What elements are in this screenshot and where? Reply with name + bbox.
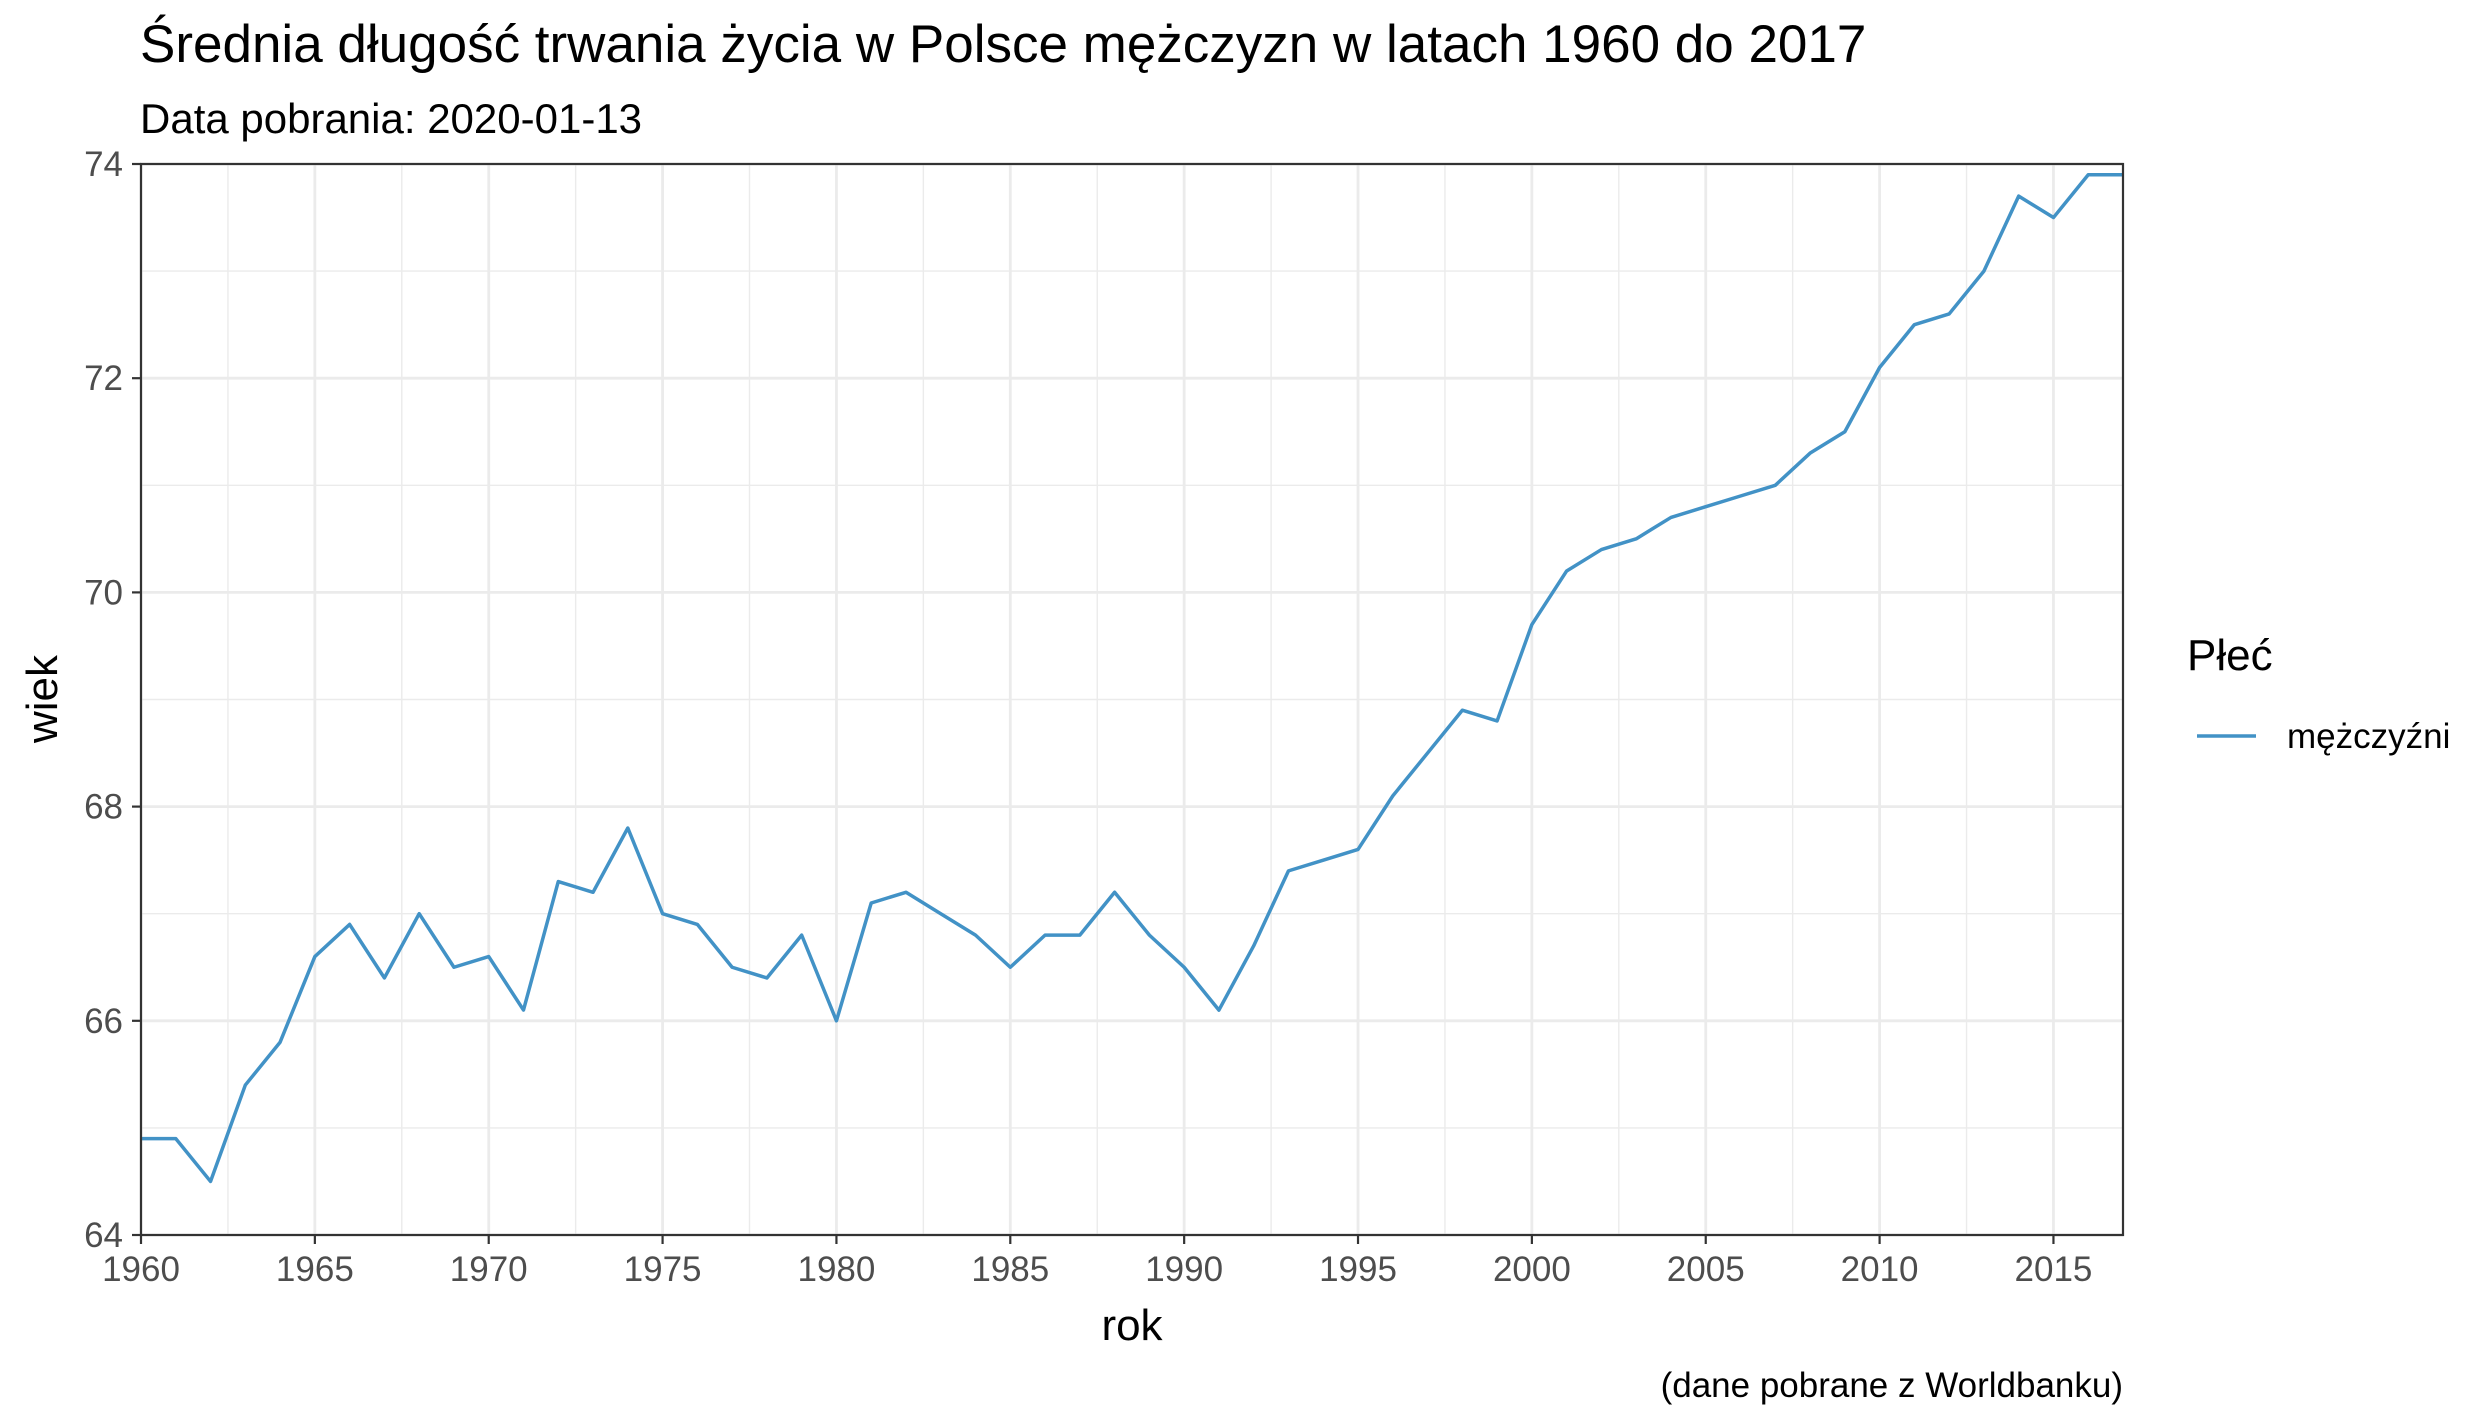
- x-tick-label: 2015: [2015, 1250, 2093, 1289]
- y-tick-label: 70: [84, 573, 123, 612]
- minor-gridlines: [141, 164, 2123, 1235]
- x-tick-label: 1995: [1319, 1250, 1397, 1289]
- y-axis-title: wiek: [18, 654, 67, 744]
- x-axis-ticks: 1960 1965 1970 1975 1980 1985 1990 1995 2000 2005…: [102, 1235, 2092, 1289]
- x-tick-label: 2005: [1667, 1250, 1745, 1289]
- x-axis-title: rok: [1101, 1301, 1163, 1350]
- series-lines: [141, 172, 2123, 1184]
- plot-panel-border: [139, 162, 2125, 1237]
- x-tick-label: 1960: [102, 1250, 180, 1289]
- y-tick-label: 72: [84, 359, 123, 398]
- y-tick-label: 74: [84, 145, 123, 184]
- x-tick-label: 2000: [1493, 1250, 1571, 1289]
- x-tick-label: 1980: [798, 1250, 876, 1289]
- x-tick-label: 1975: [624, 1250, 702, 1289]
- series-line-0: [141, 172, 2123, 1184]
- y-tick-label: 66: [84, 1002, 123, 1041]
- x-tick-label: 1970: [450, 1250, 528, 1289]
- x-tick-label: 1990: [1145, 1250, 1223, 1289]
- chart-caption: (dane pobrane z Worldbanku): [1661, 1366, 2123, 1405]
- x-tick-label: 1985: [971, 1250, 1049, 1289]
- chart-title: Średnia długość trwania życia w Polsce m…: [140, 13, 1866, 74]
- y-tick-label: 68: [84, 788, 123, 827]
- legend-entry-label: mężczyźni: [2287, 717, 2450, 756]
- x-tick-label: 2010: [1841, 1250, 1919, 1289]
- chart-subtitle: Data pobrania: 2020-01-13: [140, 95, 642, 142]
- y-axis-ticks: 64 66 68 70 72 74: [84, 145, 141, 1255]
- x-tick-label: 1965: [276, 1250, 354, 1289]
- y-tick-label: 64: [84, 1216, 123, 1255]
- legend: Płeć mężczyźni: [2187, 631, 2450, 756]
- legend-title: Płeć: [2187, 631, 2273, 680]
